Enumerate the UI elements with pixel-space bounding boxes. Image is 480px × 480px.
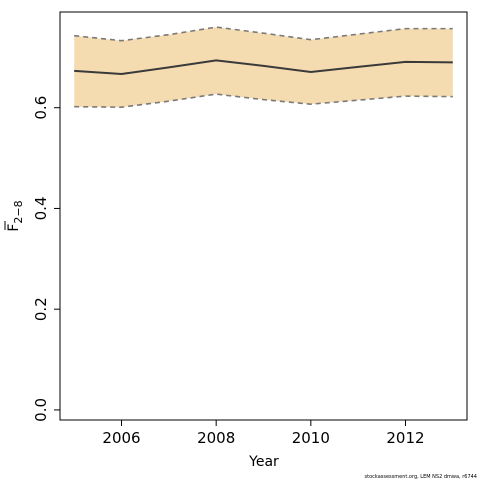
svg-text:F2−8: F2−8 xyxy=(6,200,25,231)
x-tick-label: 2012 xyxy=(386,429,424,447)
y-tick-label: 0.6 xyxy=(32,96,50,120)
plot-frame xyxy=(59,11,468,421)
x-axis: 2006 2008 2010 2012 xyxy=(102,420,425,447)
y-tick-label: 0.4 xyxy=(32,197,50,221)
y-tick-label: 0.0 xyxy=(32,398,50,422)
upper-bound-line xyxy=(74,26,453,42)
footer-credit: stockassessment.org, LEM NS2 dmwa, r6744 xyxy=(365,474,477,480)
y-axis: 0.0 0.2 0.4 0.6 xyxy=(32,96,60,422)
confidence-band xyxy=(74,27,453,108)
y-tick-label: 0.2 xyxy=(32,297,50,321)
x-tick-label: 2010 xyxy=(292,429,330,447)
y-axis-title-base: F xyxy=(6,224,22,232)
estimate-line xyxy=(74,59,453,75)
x-tick-label: 2008 xyxy=(197,429,235,447)
x-tick-label: 2006 xyxy=(102,429,140,447)
ci-band-area xyxy=(74,27,453,108)
y-axis-title: F2−8 xyxy=(4,200,25,232)
x-axis-title: Year xyxy=(248,454,279,470)
y-axis-title-subscript: 2−8 xyxy=(12,200,25,223)
lower-bound-line xyxy=(74,93,453,109)
series-lines xyxy=(74,26,453,109)
